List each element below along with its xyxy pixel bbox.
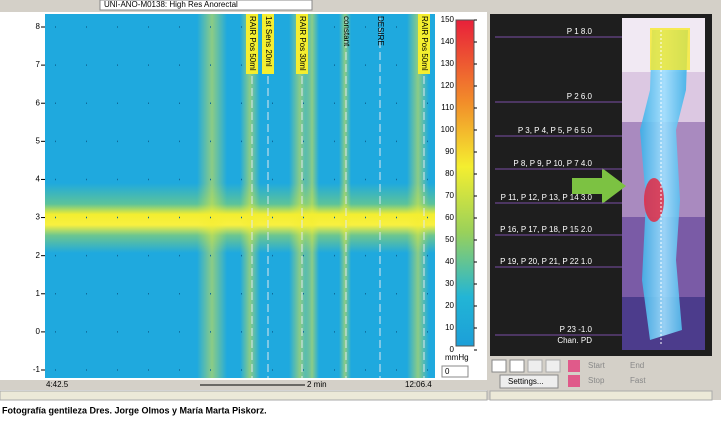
start-label[interactable]: Start <box>588 361 606 370</box>
caption: Fotografía gentileza Dres. Jorge Olmos y… <box>2 405 267 415</box>
fast-label[interactable]: Fast <box>630 376 646 385</box>
y-tick-label: 8 <box>36 22 41 31</box>
sensor-label: P 1 8.0 <box>567 27 593 36</box>
arrow <box>572 168 626 204</box>
event-tag <box>296 14 308 74</box>
settings-button[interactable] <box>499 374 559 389</box>
event-tag <box>262 14 274 74</box>
event-label: 1st Sens 20ml <box>264 16 273 67</box>
scale-tick-label: 80 <box>445 169 454 178</box>
y-tick-label: 3 <box>36 213 41 222</box>
min-input-value: 0 <box>445 367 450 376</box>
scale-tick-label: 70 <box>445 191 454 200</box>
sensor-header: Chan. PD <box>557 336 592 345</box>
event-label: constant <box>342 16 351 47</box>
scale-tick-label: 30 <box>445 279 454 288</box>
y-tick-label: 7 <box>36 60 41 69</box>
y-tick-label: 2 <box>36 251 41 260</box>
streak <box>240 14 260 378</box>
y-tick-label: -1 <box>33 365 41 374</box>
event-tag <box>418 14 430 74</box>
end-label[interactable]: End <box>630 361 644 370</box>
step-button[interactable] <box>509 359 525 373</box>
scale-tick-label: 100 <box>441 125 455 134</box>
time-start: 4:42.5 <box>46 380 69 389</box>
sensor-label: P 23 -1.0 <box>560 325 593 334</box>
play-button[interactable] <box>491 359 507 373</box>
y-tick-label: 6 <box>36 98 41 107</box>
y-tick-label: 4 <box>36 175 41 184</box>
scale-tick-label: 0 <box>450 345 455 354</box>
event-label: RAIR Pos 50ml <box>248 16 257 71</box>
scale-tick-label: 20 <box>445 301 454 310</box>
scale-tick-label: 40 <box>445 257 454 266</box>
sensor-label: P 3, P 4, P 5, P 6 5.0 <box>518 126 593 135</box>
sensor-label: P 2 6.0 <box>567 92 593 101</box>
scale-tick-label: 50 <box>445 235 454 244</box>
scale-tick-label: 110 <box>441 103 454 112</box>
event-label: RAIR Pos 50ml <box>420 16 429 71</box>
time-end: 12:06.4 <box>405 380 432 389</box>
stop-label[interactable]: Stop <box>588 376 605 385</box>
pressure-peak <box>644 178 664 222</box>
scale-tick-label: 60 <box>445 213 454 222</box>
scrollbar[interactable] <box>0 390 488 401</box>
scale-tick-label: 140 <box>441 37 455 46</box>
sensor-label: P 16, P 17, P 18, P 15 2.0 <box>500 225 592 234</box>
streak <box>305 14 319 378</box>
scale-unit: mmHg <box>445 353 469 362</box>
color-scale <box>455 19 475 347</box>
sensor-label: P 11, P 12, P 13, P 14 3.0 <box>501 193 593 202</box>
event-tag <box>246 14 258 74</box>
stop-icon <box>568 375 580 387</box>
streak <box>339 14 351 378</box>
y-tick-label: 1 <box>36 289 41 298</box>
settings-label[interactable]: Settings... <box>508 377 544 386</box>
min-input[interactable] <box>441 365 469 378</box>
sensor-label: P 8, P 9, P 10, P 7 4.0 <box>513 159 592 168</box>
event-label: DESIRE <box>376 16 385 46</box>
pressure-top <box>650 28 690 70</box>
y-tick-label: 5 <box>36 136 41 145</box>
scale-tick-label: 150 <box>441 15 455 24</box>
start-icon <box>568 360 580 372</box>
sensor-label: P 19, P 20, P 21, P 22 1.0 <box>500 257 592 266</box>
scrollbar[interactable] <box>489 390 713 401</box>
y-tick-label: 0 <box>36 327 41 336</box>
scale-tick-label: 120 <box>441 81 455 90</box>
event-label: RAIR Pos 30ml <box>298 16 307 71</box>
pause-button[interactable] <box>527 359 543 373</box>
scale-tick-label: 90 <box>445 147 454 156</box>
study-dropdown[interactable] <box>99 0 313 11</box>
streak <box>197 14 227 378</box>
study-name: UNI-ANO-M0138: High Res Anorectal <box>104 0 238 9</box>
time-scale: 2 min <box>307 380 327 389</box>
scale-tick-label: 130 <box>441 59 455 68</box>
stop-button[interactable] <box>545 359 561 373</box>
scale-tick-label: 10 <box>445 323 454 332</box>
anal-canal-3d <box>640 30 688 340</box>
